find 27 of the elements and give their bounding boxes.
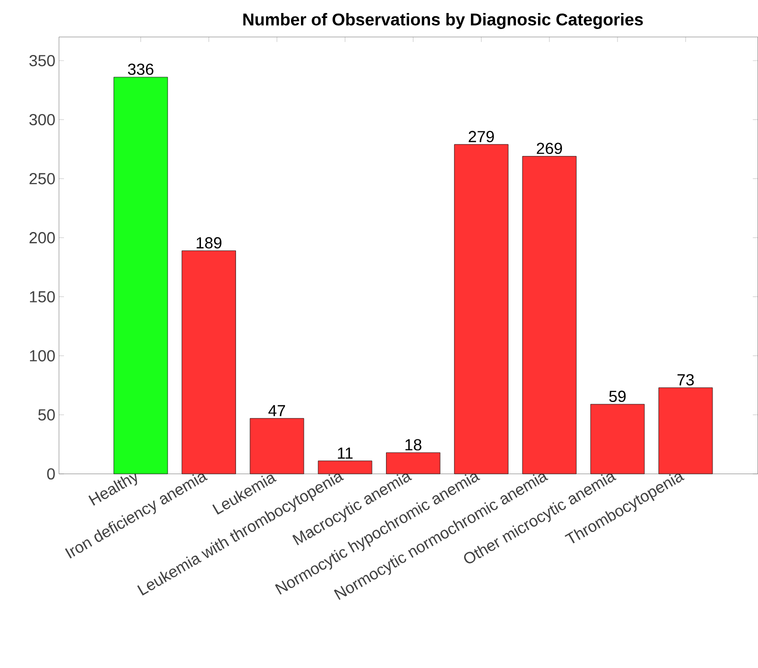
y-tick-label: 200 [30, 232, 55, 244]
bar [454, 144, 508, 474]
bar [386, 452, 440, 474]
data-label: 279 [468, 131, 494, 142]
bar [590, 404, 645, 474]
data-label: 189 [196, 237, 222, 249]
bar [182, 250, 236, 474]
bar [114, 77, 168, 474]
data-label: 11 [338, 448, 353, 459]
data-label: 59 [609, 390, 626, 402]
bar [250, 418, 304, 474]
y-tick-label: 50 [38, 409, 55, 421]
data-label: 336 [128, 64, 154, 76]
y-tick-label: 300 [29, 114, 55, 126]
y-tick-label: 250 [30, 173, 55, 184]
data-label: 269 [536, 142, 562, 154]
y-tick-label: 350 [29, 55, 55, 66]
bar [318, 460, 372, 474]
y-tick-label: 100 [30, 350, 55, 362]
chart-title: Number of Observations by Diagnosic Categories [243, 13, 643, 30]
y-tick-label: 0 [47, 468, 55, 480]
data-label: 47 [268, 405, 286, 416]
bar [522, 156, 576, 474]
data-label: 18 [405, 439, 422, 451]
y-tick-label: 150 [30, 291, 55, 303]
bar [658, 388, 713, 474]
data-label: 73 [678, 374, 694, 386]
